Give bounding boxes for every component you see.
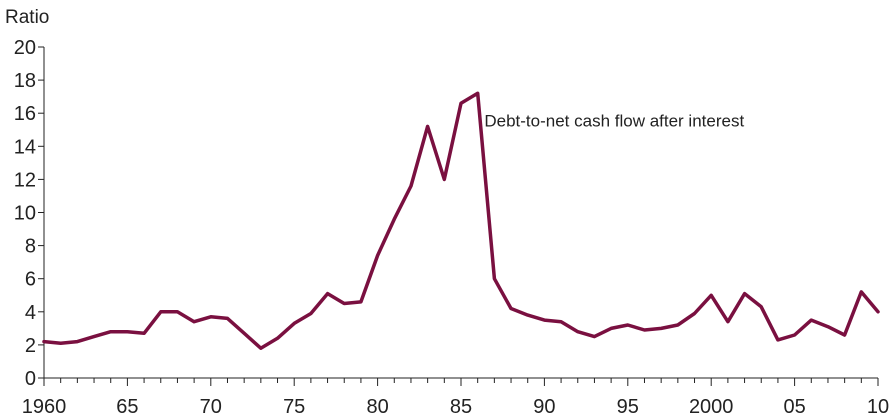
x-tick-label: 65	[116, 396, 138, 418]
x-tick-label: 1960	[22, 396, 67, 418]
y-tick-label: 2	[25, 335, 36, 357]
x-tick-label: 90	[533, 396, 555, 418]
y-tick-label: 12	[14, 169, 36, 191]
x-axis: 1960 65 70 75 80 85 90 95 2000 05 10	[22, 377, 889, 418]
y-tick-label: 14	[14, 136, 36, 158]
y-tick-label: 4	[25, 302, 36, 324]
y-tick-label: 10	[14, 203, 36, 225]
y-tick-label: 6	[25, 269, 36, 291]
y-axis-title: Ratio	[5, 7, 49, 28]
y-tick-label: 8	[25, 236, 36, 258]
y-tick-label: 20	[14, 37, 36, 59]
x-tick-label: 70	[200, 396, 222, 418]
series-annotation: Debt-to-net cash flow after interest	[484, 111, 744, 130]
x-tick-label: 75	[283, 396, 305, 418]
annotation-layer: Debt-to-net cash flow after interest	[484, 111, 744, 130]
y-axis: 0 2 4 6 8 10 12 14 16 18 20	[14, 37, 45, 390]
debt-ratio-series-line	[42, 91, 880, 350]
x-tick-label: 95	[617, 396, 639, 418]
x-tick-label: 10	[867, 396, 889, 418]
x-tick-label: 85	[450, 396, 472, 418]
x-tick-label: 2000	[689, 396, 734, 418]
x-tick-label: 80	[366, 396, 388, 418]
y-tick-label: 18	[14, 70, 36, 92]
series-layer	[42, 91, 880, 350]
x-tick-label: 05	[783, 396, 805, 418]
y-tick-label: 16	[14, 103, 36, 125]
y-tick-label: 0	[25, 368, 36, 390]
